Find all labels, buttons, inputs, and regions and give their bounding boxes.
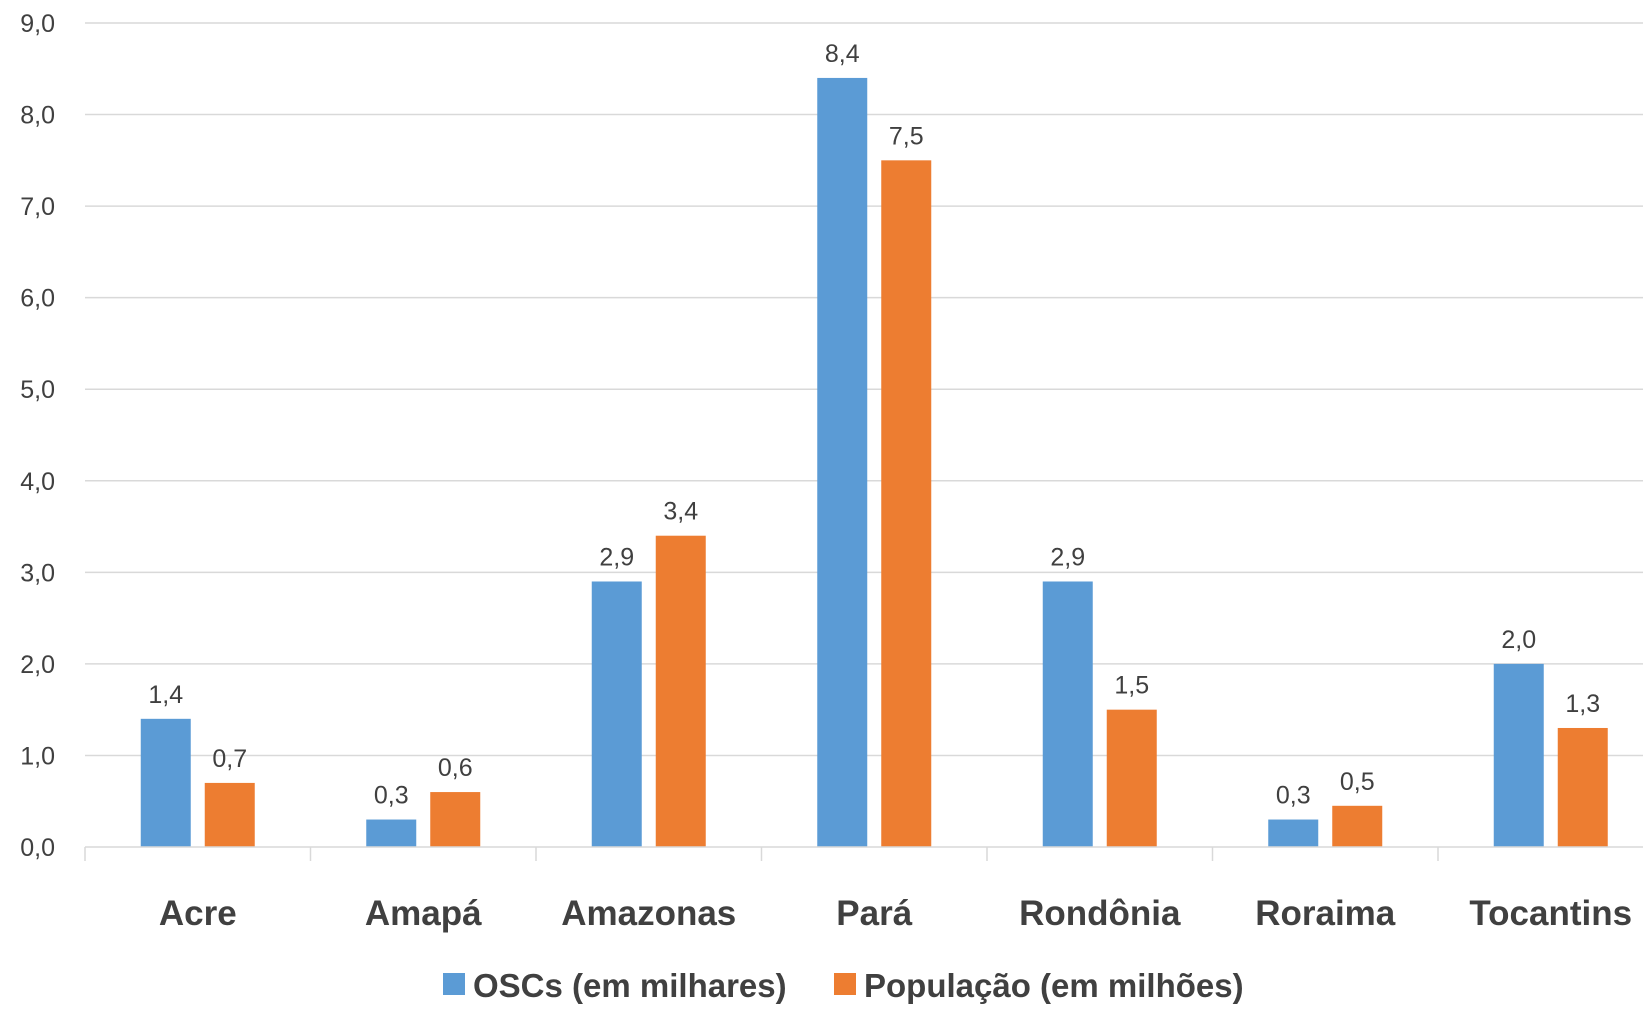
data-label: 8,4 bbox=[825, 40, 860, 68]
y-tick-label: 4,0 bbox=[20, 468, 55, 496]
legend-swatch bbox=[443, 973, 465, 995]
bar bbox=[1557, 727, 1608, 847]
y-tick-label: 8,0 bbox=[20, 102, 55, 130]
data-label: 3,4 bbox=[663, 498, 698, 526]
y-tick-label: 5,0 bbox=[20, 376, 55, 404]
data-label: 7,5 bbox=[889, 122, 924, 150]
y-tick-label: 2,0 bbox=[20, 651, 55, 679]
bar bbox=[817, 77, 868, 847]
data-label: 1,4 bbox=[148, 681, 183, 709]
data-label: 0,7 bbox=[212, 745, 247, 773]
y-tick-label: 0,0 bbox=[20, 834, 55, 862]
y-tick-label: 1,0 bbox=[20, 742, 55, 770]
bar bbox=[366, 819, 417, 847]
bar bbox=[881, 160, 932, 848]
x-axis: Acre Amapá Amazonas Pará Rondônia Roraima Toca… bbox=[84, 846, 1643, 933]
data-label: 0,3 bbox=[1276, 782, 1311, 810]
x-category-label: Roraima bbox=[1255, 894, 1396, 933]
x-category-label: Tocantins bbox=[1469, 894, 1632, 933]
bar bbox=[1332, 805, 1383, 847]
bar bbox=[430, 792, 481, 847]
x-category-label: Amapá bbox=[365, 894, 482, 933]
x-category-label: Rondônia bbox=[1019, 894, 1181, 933]
bar bbox=[1268, 819, 1319, 847]
data-label: 2,0 bbox=[1501, 626, 1536, 654]
y-tick-label: 7,0 bbox=[20, 193, 55, 221]
legend: OSCs (em milhares) População (em milhões) bbox=[443, 967, 1244, 1004]
data-label: 2,9 bbox=[599, 543, 634, 571]
bar bbox=[1106, 709, 1157, 847]
y-axis-ticks: 0,0 1,0 2,0 3,0 4,0 5,0 6,0 7,0 8,0 9,0 bbox=[20, 10, 55, 862]
x-category-label: Amazonas bbox=[561, 894, 736, 933]
bars bbox=[140, 77, 1608, 848]
data-label: 0,5 bbox=[1340, 768, 1375, 796]
y-tick-label: 9,0 bbox=[20, 10, 55, 38]
data-label: 0,3 bbox=[374, 782, 409, 810]
bar bbox=[204, 782, 255, 847]
data-label: 0,6 bbox=[438, 754, 473, 782]
bar bbox=[655, 535, 706, 847]
data-label: 1,3 bbox=[1565, 690, 1600, 718]
x-category-label: Pará bbox=[836, 894, 912, 933]
bar bbox=[1493, 663, 1544, 847]
bar bbox=[591, 581, 642, 847]
data-labels: 1,4 0,7 0,3 0,6 2,9 3,4 8,4 7,5 2,9 1,5 0,3 0,5 2,0 1… bbox=[148, 40, 1600, 810]
data-label: 2,9 bbox=[1050, 543, 1085, 571]
y-tick-label: 3,0 bbox=[20, 559, 55, 587]
data-label: 1,5 bbox=[1114, 672, 1149, 700]
legend-label: OSCs (em milhares) bbox=[473, 967, 787, 1004]
bar bbox=[1042, 581, 1093, 847]
legend-swatch bbox=[834, 973, 856, 995]
x-category-label: Acre bbox=[159, 894, 237, 933]
y-tick-label: 6,0 bbox=[20, 285, 55, 313]
bar bbox=[140, 718, 191, 847]
legend-label: População (em milhões) bbox=[864, 967, 1244, 1004]
